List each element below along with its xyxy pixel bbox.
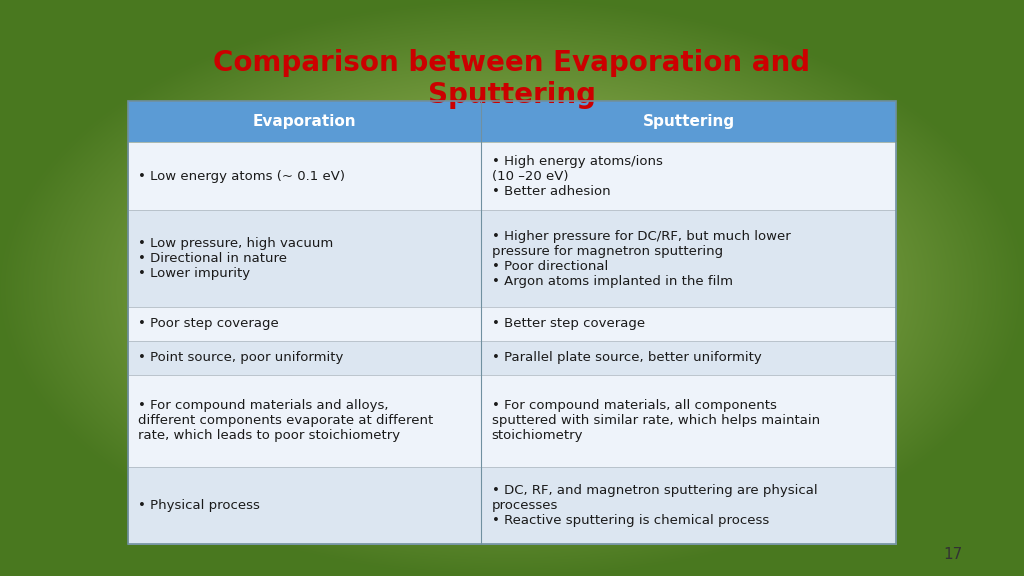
Text: • Higher pressure for DC/RF, but much lower
pressure for magnetron sputtering
• : • Higher pressure for DC/RF, but much lo…: [492, 229, 791, 287]
Bar: [128, 142, 481, 210]
Bar: [481, 142, 896, 210]
Bar: [128, 467, 481, 544]
Bar: [481, 341, 896, 375]
Bar: [481, 307, 896, 341]
Text: • Low pressure, high vacuum
• Directional in nature
• Lower impurity: • Low pressure, high vacuum • Directiona…: [138, 237, 334, 280]
Bar: [481, 467, 896, 544]
Bar: [481, 375, 896, 467]
Bar: [481, 210, 896, 307]
Text: • For compound materials, all components
sputtered with similar rate, which help: • For compound materials, all components…: [492, 399, 819, 442]
Text: • DC, RF, and magnetron sputtering are physical
processes
• Reactive sputtering : • DC, RF, and magnetron sputtering are p…: [492, 484, 817, 527]
Bar: [128, 375, 481, 467]
Text: • Poor step coverage: • Poor step coverage: [138, 317, 279, 331]
Text: 17: 17: [943, 547, 963, 562]
Bar: [128, 307, 481, 341]
Bar: [128, 101, 896, 544]
Bar: [128, 210, 481, 307]
Text: • Physical process: • Physical process: [138, 499, 260, 512]
Text: • For compound materials and alloys,
different components evaporate at different: • For compound materials and alloys, dif…: [138, 399, 433, 442]
Bar: [128, 101, 481, 142]
Text: Sputtering: Sputtering: [643, 114, 734, 129]
Text: • Better step coverage: • Better step coverage: [492, 317, 645, 331]
Text: Evaporation: Evaporation: [253, 114, 356, 129]
Text: • Parallel plate source, better uniformity: • Parallel plate source, better uniformi…: [492, 351, 761, 365]
Text: Comparison between Evaporation and
Sputtering: Comparison between Evaporation and Sputt…: [213, 49, 811, 109]
Bar: [128, 341, 481, 375]
Text: • High energy atoms/ions
(10 –20 eV)
• Better adhesion: • High energy atoms/ions (10 –20 eV) • B…: [492, 155, 663, 198]
Text: • Point source, poor uniformity: • Point source, poor uniformity: [138, 351, 344, 365]
Bar: [481, 101, 896, 142]
Text: • Low energy atoms (~ 0.1 eV): • Low energy atoms (~ 0.1 eV): [138, 170, 345, 183]
